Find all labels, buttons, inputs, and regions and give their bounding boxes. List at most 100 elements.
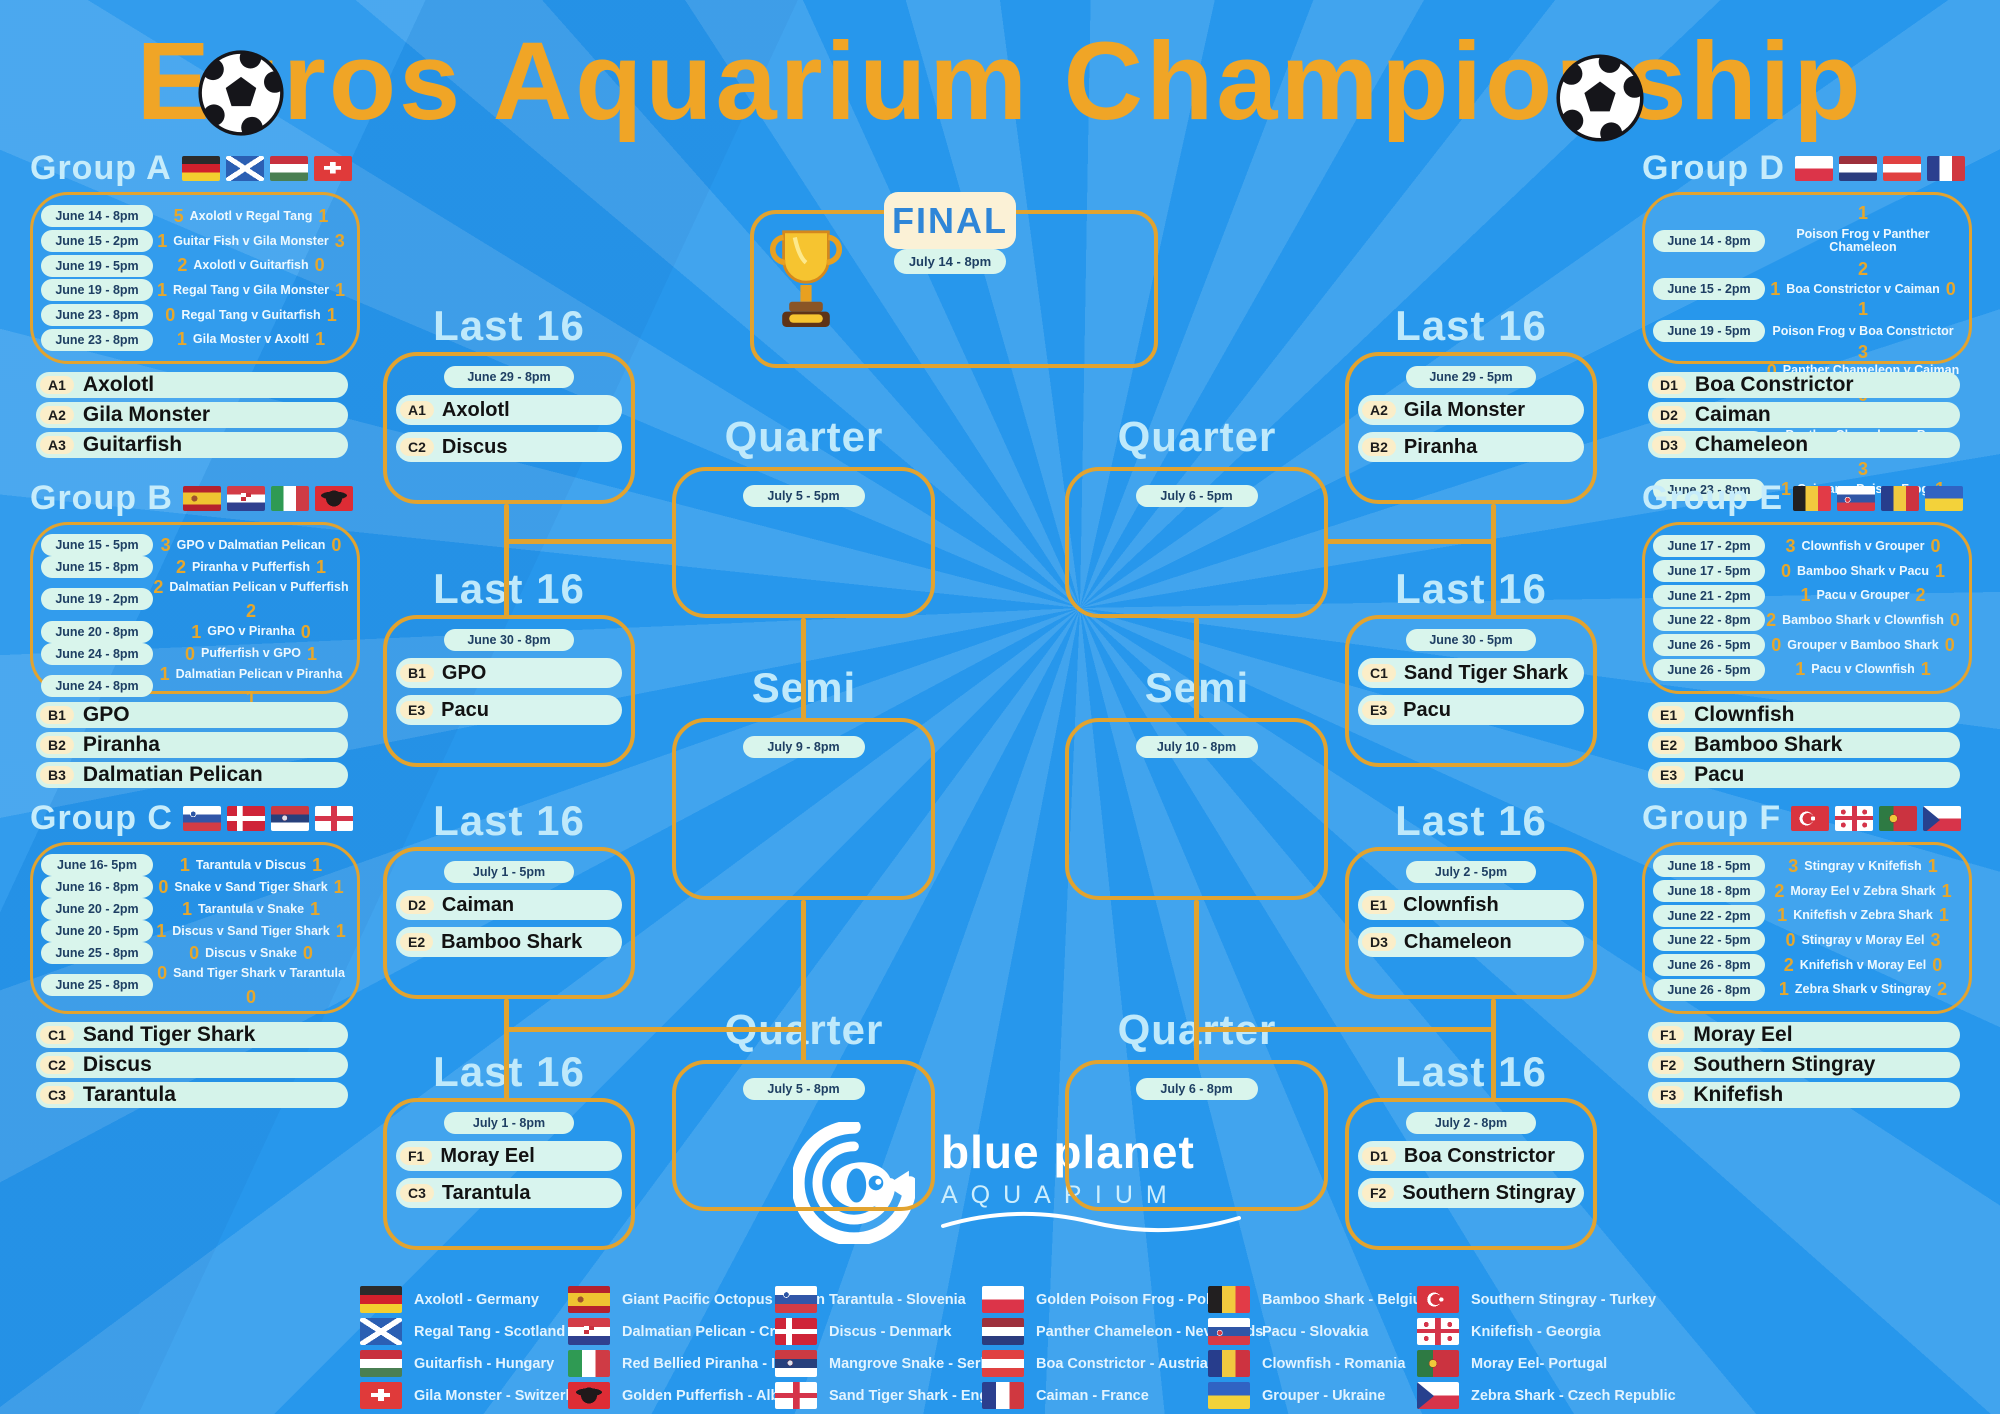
team-name: Sand Tiger Shark <box>82 1023 256 1046</box>
away-score: 3 <box>1857 459 1868 480</box>
flag-belgium-icon <box>1793 485 1832 511</box>
team-name: Pacu <box>1403 698 1451 721</box>
seed-badge: C1 <box>40 1026 74 1044</box>
legend-label: Golden Poison Frog - Poland <box>1036 1291 1236 1308</box>
team-name: GPO <box>441 661 487 684</box>
home-score: 2 <box>1783 954 1794 975</box>
team-pill: E2 Bamboo Shark <box>396 927 622 957</box>
match-date-pill: June 18 - 5pm <box>1653 855 1765 878</box>
away-score: 3 <box>1857 342 1868 363</box>
team-pill: D2 Caiman <box>396 890 622 920</box>
match-row: June 20 - 8pm 1 GPO v Piranha 0 <box>41 620 349 643</box>
seed-badge: D2 <box>400 896 434 914</box>
team-pill: E3 Pacu <box>1358 695 1584 725</box>
flag-hungary-icon <box>269 155 308 181</box>
team-pill: C2 Discus <box>396 432 622 462</box>
away-score: 2 <box>1857 258 1868 279</box>
flag-switzerland-icon <box>360 1382 402 1409</box>
bracket-connector <box>1194 618 1199 720</box>
bracket-connector <box>504 504 509 617</box>
group-a-qualifiers: A1 Axolotl A2 Gila Monster A3 Guitarfish <box>36 372 348 462</box>
bracket-connector <box>1196 1027 1496 1032</box>
qualifier-row: B1 GPO <box>36 702 348 728</box>
legend-label: Zebra Shark - Czech Republic <box>1471 1387 1676 1404</box>
legend-item: Moray Eel- Portugal <box>1417 1350 1676 1377</box>
legend-label: Axolotl - Germany <box>414 1291 539 1308</box>
flag-france-icon <box>982 1382 1024 1409</box>
match-row: June 18 - 8pm 2 Moray Eel v Zebra Shark 1 <box>1653 879 1961 902</box>
soccer-ball-icon <box>1556 54 1644 142</box>
legend-label: Gila Monster - Switzerland <box>414 1387 596 1404</box>
legend-item: Sand Tiger Shark - England <box>775 1382 1018 1409</box>
home-score: 3 <box>160 534 171 555</box>
final-label: FINAL <box>884 192 1016 249</box>
flag-croatia-icon <box>568 1318 610 1345</box>
match-date-pill: June 20 - 8pm <box>41 620 153 643</box>
away-score: 1 <box>1941 880 1952 901</box>
bracket-connector <box>504 1027 804 1032</box>
away-score: 3 <box>334 230 345 251</box>
qualifier-row: C3 Tarantula <box>36 1082 348 1108</box>
legend-label: Moray Eel- Portugal <box>1471 1355 1608 1372</box>
team-name: Caiman <box>1694 403 1771 426</box>
away-score: 2 <box>1937 979 1948 1000</box>
match-row: June 23 - 8pm 0 Regal Tang v Guitarfish 1 <box>41 303 349 326</box>
round-date-pill: June 30 - 5pm <box>1406 629 1536 651</box>
flag-england-icon <box>775 1382 817 1409</box>
seed-badge: B2 <box>40 736 74 754</box>
team-name: Chameleon <box>1694 433 1809 456</box>
away-score: 1 <box>1938 905 1949 926</box>
match-row: June 15 - 8pm 2 Piranha v Pufferfish 1 <box>41 556 349 578</box>
match-fixture: Dalmatian Pelican v Piranha <box>175 666 343 681</box>
last16-box: July 1 - 5pm D2 Caiman E2 Bamboo Shark <box>383 847 635 999</box>
flag-georgia-icon <box>1417 1318 1459 1345</box>
team-pill: D1 Boa Constrictor <box>1358 1141 1584 1171</box>
team-pill: E1 Clownfish <box>1358 890 1584 920</box>
team-name: Piranha <box>1403 435 1478 458</box>
match-date-pill: June 21 - 2pm <box>1653 584 1765 607</box>
match-fixture-wrap: 1 Pacu v Clownfish 1 <box>1765 660 1961 679</box>
last16-box: June 29 - 8pm A1 Axolotl C2 Discus <box>383 352 635 504</box>
last16-box: June 29 - 5pm A2 Gila Monster B2 Piranha <box>1345 352 1597 504</box>
team-name: Tarantula <box>82 1083 176 1106</box>
last16-heading: Last 16 <box>1395 1048 1547 1095</box>
group-title-label: Group D <box>1642 148 1785 187</box>
team-name: Discus <box>441 435 508 458</box>
flag-croatia-icon <box>226 485 265 511</box>
bracket-connector <box>1326 539 1496 544</box>
qualifier-row: F1 Moray Eel <box>1648 1022 1960 1048</box>
legend-item: Caiman - France <box>982 1382 1263 1409</box>
away-score: 1 <box>245 688 256 709</box>
match-fixture-wrap: 3 Clownfish v Grouper 0 <box>1765 537 1961 556</box>
away-score: 1 <box>318 206 329 227</box>
match-fixture-wrap: 2 Piranha v Pufferfish 1 <box>153 557 349 576</box>
legend-label: Pacu - Slovakia <box>1262 1323 1369 1340</box>
group-title-label: Group F <box>1642 798 1782 837</box>
home-score: 1 <box>156 280 167 301</box>
round-date-pill: July 5 - 5pm <box>742 485 865 507</box>
flag-ukraine-icon <box>1925 485 1964 511</box>
qualifier-row: A3 Guitarfish <box>36 432 348 458</box>
qualifier-row: C1 Sand Tiger Shark <box>36 1022 348 1048</box>
seed-badge: F3 <box>1652 1086 1685 1104</box>
group-flags <box>1791 805 1962 831</box>
team-name: Clownfish <box>1694 703 1795 726</box>
match-fixture: Grouper v Bamboo Shark <box>1787 637 1939 652</box>
match-fixture-wrap: 0 Stingray v Moray Eel 3 <box>1765 931 1961 950</box>
flag-turkey-icon <box>1791 805 1830 831</box>
match-fixture: Poison Frog v Panther Chameleon <box>1796 227 1930 255</box>
match-fixture-wrap: 1 Discus v Sand Tiger Shark 1 <box>153 921 349 940</box>
legend-item: Mangrove Snake - Serbia <box>775 1350 1018 1377</box>
flag-hungary-icon <box>360 1350 402 1377</box>
seed-badge: C3 <box>40 1086 74 1104</box>
match-fixture-wrap: 2 Knifefish v Moray Eel 0 <box>1765 954 1961 975</box>
away-score: 0 <box>300 621 311 642</box>
home-score: 1 <box>176 329 187 350</box>
group-header-c: Group C <box>30 798 353 838</box>
legend-label: Southern Stingray - Turkey <box>1471 1291 1657 1308</box>
team-name: GPO <box>82 703 130 726</box>
flag-turkey-icon <box>1417 1286 1459 1313</box>
qualifier-row: D3 Chameleon <box>1648 432 1960 458</box>
legend-label: Knifefish - Georgia <box>1471 1323 1601 1340</box>
group-flags <box>181 155 352 181</box>
